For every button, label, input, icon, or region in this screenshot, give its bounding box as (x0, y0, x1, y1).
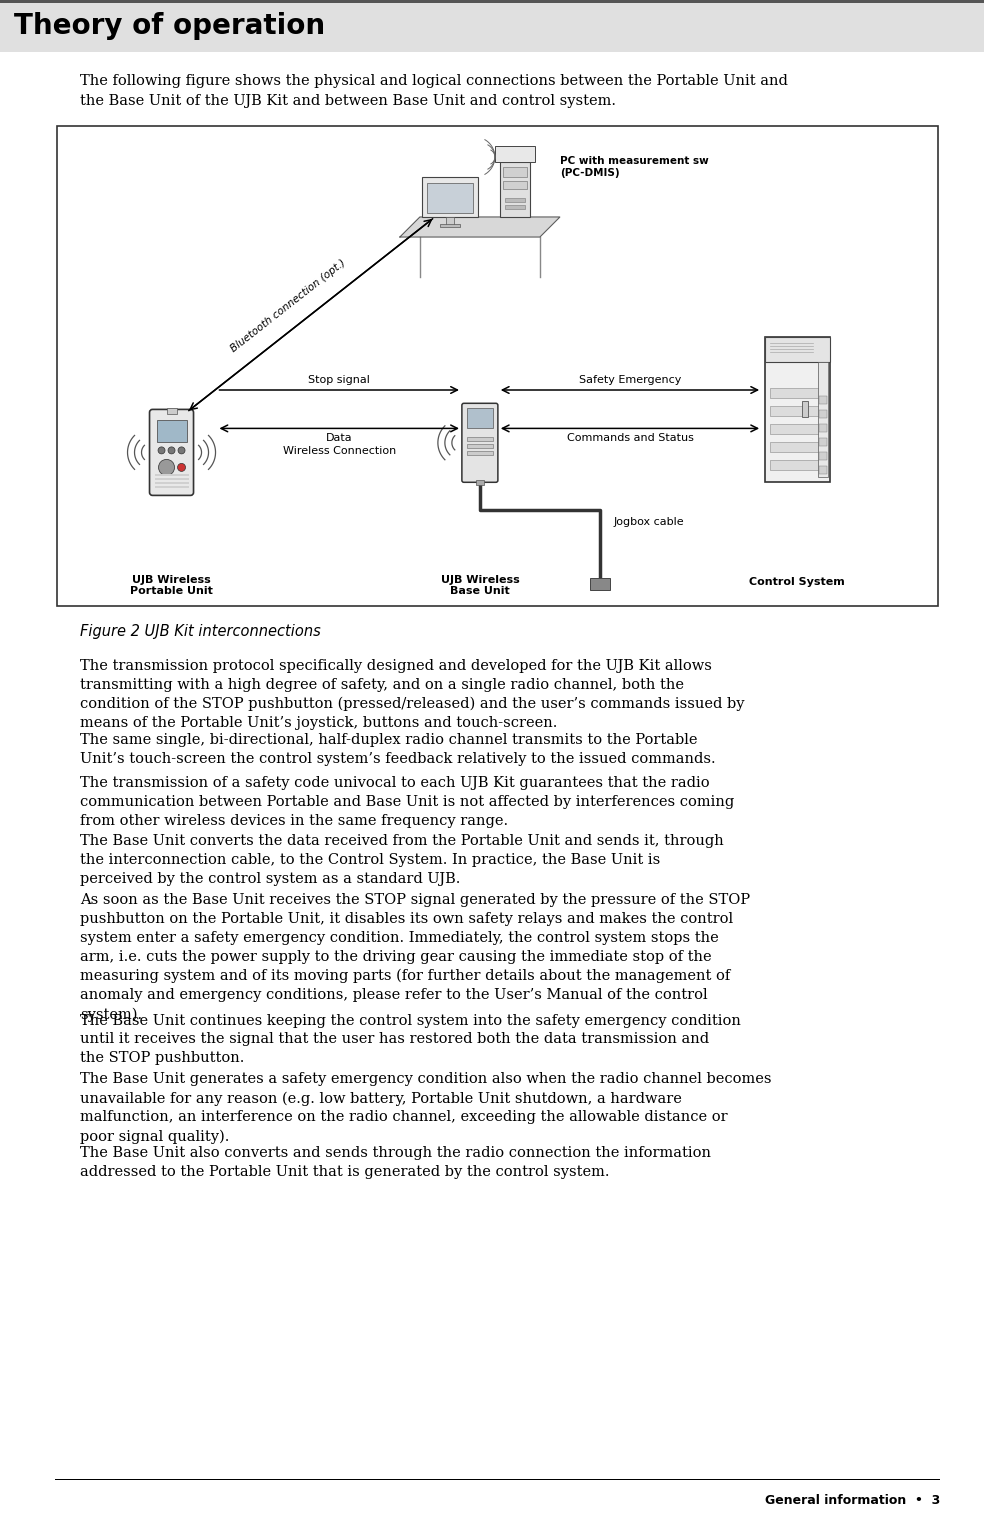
Text: PC with measurement sw
(PC-DMIS): PC with measurement sw (PC-DMIS) (560, 156, 708, 179)
Bar (422, 177, 478, 217)
Bar (466, 444, 493, 447)
Text: Figure 2 UJB Kit interconnections: Figure 2 UJB Kit interconnections (80, 624, 321, 639)
Text: The transmission protocol specifically designed and developed for the UJB Kit al: The transmission protocol specifically d… (80, 659, 745, 731)
Circle shape (177, 464, 186, 472)
Bar (154, 475, 189, 476)
Bar (769, 424, 825, 433)
Bar (57, 127, 938, 606)
Bar (154, 487, 189, 488)
Text: The transmission of a safety code univocal to each UJB Kit guarantees that the r: The transmission of a safety code univoc… (80, 777, 734, 829)
Bar (819, 438, 827, 446)
Text: UJB Wireless
Portable Unit: UJB Wireless Portable Unit (130, 575, 213, 597)
Bar (500, 162, 529, 217)
Bar (769, 459, 825, 470)
Bar (466, 436, 493, 441)
Circle shape (158, 447, 165, 453)
Text: Stop signal: Stop signal (308, 375, 370, 385)
FancyBboxPatch shape (150, 409, 194, 496)
Bar (765, 337, 830, 362)
Bar (503, 166, 526, 177)
Bar (589, 578, 610, 591)
Bar (819, 395, 827, 404)
Bar (466, 407, 493, 427)
Text: Commands and Status: Commands and Status (567, 433, 694, 444)
Bar (769, 406, 825, 415)
Bar (819, 409, 827, 418)
Bar (505, 204, 524, 209)
Bar (818, 362, 828, 476)
Text: Data: Data (326, 433, 352, 444)
Text: Bluetooth connection (opt.): Bluetooth connection (opt.) (228, 258, 347, 354)
Text: Safety Emergency: Safety Emergency (579, 375, 681, 385)
Text: The Base Unit converts the data received from the Portable Unit and sends it, th: The Base Unit converts the data received… (80, 835, 724, 887)
Text: As soon as the Base Unit receives the STOP signal generated by the pressure of t: As soon as the Base Unit receives the ST… (80, 893, 750, 1022)
Bar (769, 441, 825, 452)
Bar (495, 146, 535, 162)
Bar (819, 452, 827, 459)
Text: Control System: Control System (749, 577, 845, 588)
Text: Theory of operation: Theory of operation (14, 12, 325, 40)
Text: The Base Unit also converts and sends through the radio connection the informati: The Base Unit also converts and sends th… (80, 1146, 711, 1180)
Bar (476, 481, 484, 485)
Circle shape (168, 447, 175, 453)
Text: The Base Unit continues keeping the control system into the safety emergency con: The Base Unit continues keeping the cont… (80, 1013, 741, 1065)
FancyBboxPatch shape (461, 403, 498, 482)
Bar (769, 388, 825, 398)
Polygon shape (400, 217, 560, 237)
Bar (0, 0, 984, 52)
Text: The Base Unit generates a safety emergency condition also when the radio channel: The Base Unit generates a safety emergen… (80, 1071, 771, 1144)
Text: Wireless Connection: Wireless Connection (282, 447, 396, 456)
Bar (154, 478, 189, 481)
Bar (819, 424, 827, 432)
Text: Jogbox cable: Jogbox cable (613, 517, 684, 526)
Bar (503, 182, 526, 189)
Bar (427, 183, 473, 214)
Text: The following figure shows the physical and logical connections between the Port: The following figure shows the physical … (80, 73, 788, 107)
Bar (802, 401, 808, 417)
Bar (819, 465, 827, 473)
Bar (154, 482, 189, 484)
Bar (156, 420, 187, 443)
Bar (466, 450, 493, 455)
Bar (166, 409, 176, 415)
Circle shape (178, 447, 185, 453)
Bar (765, 337, 830, 482)
Text: The same single, bi-directional, half-duplex radio channel transmits to the Port: The same single, bi-directional, half-du… (80, 732, 715, 766)
Text: General information  •  3: General information • 3 (765, 1494, 940, 1508)
Circle shape (158, 459, 174, 476)
Bar (0, 0, 984, 3)
Bar (440, 224, 460, 227)
Text: UJB Wireless
Base Unit: UJB Wireless Base Unit (441, 575, 520, 597)
Bar (446, 217, 454, 224)
Bar (505, 198, 524, 201)
